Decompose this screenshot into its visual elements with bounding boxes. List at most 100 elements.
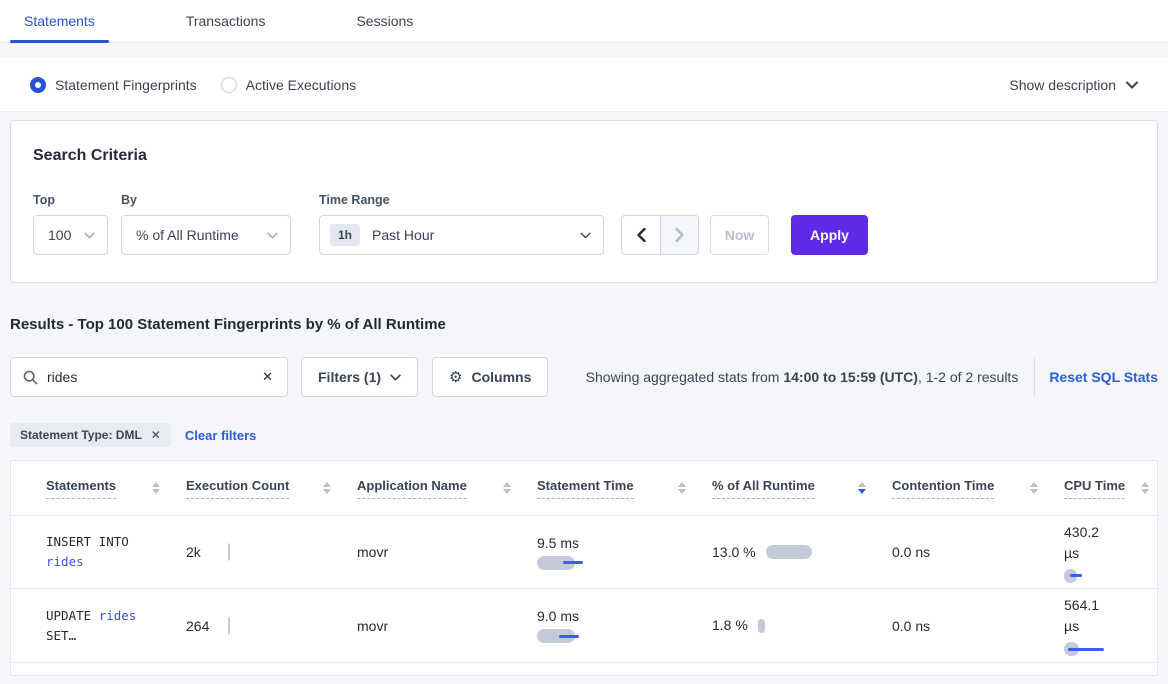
header-application-name-label[interactable]: Application Name [357,478,467,499]
show-description-toggle[interactable]: Show description [1009,77,1138,93]
cpu-time-bar [1064,568,1157,583]
statement-time-cell: 9.0 ms [537,608,712,643]
clear-search-icon[interactable]: ✕ [262,369,273,384]
time-range-select[interactable]: 1h Past Hour [319,215,604,255]
time-range-label: Time Range [319,193,390,207]
sort-execution-count[interactable] [315,482,331,494]
results-heading: Results - Top 100 Statement Fingerprints… [10,316,446,333]
chevron-down-icon [390,373,401,381]
statement-time-bar [537,555,712,570]
filters-button[interactable]: Filters (1) [301,357,419,397]
top-field: Top 100 [33,193,108,255]
header-application-name: Application Name [357,478,537,499]
header-execution-count: Execution Count [186,478,357,499]
statements-table: Statements Execution Count Application N… [10,460,1158,676]
top-select-value: 100 [48,227,72,243]
header-cpu-time: CPU Time [1064,478,1157,499]
pct-runtime-cell: 1.8 % [712,615,892,636]
gear-icon: ⚙ [449,369,463,386]
execution-count-bar [228,543,230,561]
search-icon [23,370,38,384]
time-range-field: Time Range 1h Past Hour [319,193,604,255]
time-range-value: Past Hour [372,227,435,243]
time-step-buttons [621,215,699,255]
statement-link[interactable]: rides [98,607,137,623]
top-label: Top [33,193,55,207]
header-pct-runtime: % of All Runtime [712,478,892,499]
application-name-cell: movr [357,617,389,634]
statement-text: SET… [46,627,77,643]
execution-count-cell: 2k [186,543,357,561]
by-select-value: % of All Runtime [136,227,239,243]
chevron-down-icon [84,231,95,239]
header-cpu-time-label[interactable]: CPU Time [1064,478,1126,499]
sort-statement-time[interactable] [670,482,686,494]
cpu-time-cell: 564.1 µs [1064,595,1157,656]
tab-sessions[interactable]: Sessions [356,13,414,29]
previous-time-button[interactable] [622,216,660,254]
sort-pct-runtime-active[interactable] [850,482,866,494]
showing-prefix: Showing aggregated stats from [585,369,784,385]
header-contention-time-label[interactable]: Contention Time [892,478,995,499]
search-input[interactable] [47,369,261,385]
radio-active-executions[interactable]: Active Executions [220,76,357,93]
table-header-row: Statements Execution Count Application N… [11,461,1157,516]
radio-selected-icon[interactable] [30,76,46,93]
remove-filter-icon[interactable]: ✕ [150,428,161,442]
statement-time-cell: 9.5 ms [537,535,712,570]
columns-button[interactable]: ⚙ Columns [432,357,549,397]
filter-chip-statement-type[interactable]: Statement Type: DML ✕ [10,423,171,447]
pct-runtime-value: 1.8 % [712,617,748,633]
statement-cell: INSERT INTO rides [46,532,186,572]
header-contention-time: Contention Time [892,478,1064,499]
cpu-time-cell: 430.2 µs [1064,522,1157,583]
clear-filters-link[interactable]: Clear filters [184,427,257,443]
search-box[interactable]: ✕ [10,357,288,397]
top-tab-bar: Statements Transactions Sessions [0,0,1168,43]
statement-time-value: 9.5 ms [537,534,580,551]
statement-time-bar [537,629,712,643]
table-row: UPDATE rides SET… 264 movr 9.0 ms 1.8 % … [11,589,1157,663]
showing-time-range: 14:00 to 15:59 (UTC) [783,369,918,385]
chevron-down-icon [1126,81,1138,88]
tab-statements[interactable]: Statements [10,1,109,43]
radio-unselected-icon[interactable] [220,76,237,93]
tab-transactions[interactable]: Transactions [185,13,266,29]
showing-stats-text: Showing aggregated stats from 14:00 to 1… [586,369,1019,385]
by-select[interactable]: % of All Runtime [121,215,291,255]
reset-sql-stats-link[interactable]: Reset SQL Stats [1049,369,1158,385]
apply-button[interactable]: Apply [791,215,868,255]
columns-button-label: Columns [471,369,532,385]
pct-runtime-value: 13.0 % [712,543,756,560]
radio-active-executions-label: Active Executions [245,76,357,93]
chevron-right-icon [675,228,684,242]
view-radio-group: Statement Fingerprints Active Executions [30,76,357,93]
cpu-time-value: 430.2 µs [1064,523,1100,561]
header-execution-count-label[interactable]: Execution Count [186,478,290,499]
search-criteria-title: Search Criteria [33,147,147,164]
filter-chip-label: Statement Type: DML [20,428,142,442]
execution-count-value: 264 [186,617,210,634]
execution-count-value: 2k [186,544,201,560]
top-select[interactable]: 100 [33,215,108,255]
contention-time-cell: 0.0 ns [892,544,931,560]
statement-text: UPDATE [46,607,99,623]
radio-statement-fingerprints[interactable]: Statement Fingerprints [30,76,197,93]
sort-contention-time[interactable] [1022,482,1038,494]
sort-statements[interactable] [144,482,160,494]
sort-cpu-time[interactable] [1133,482,1149,494]
sort-application-name[interactable] [495,482,511,494]
execution-count-bar [228,617,230,634]
header-statements-label[interactable]: Statements [46,478,117,499]
header-pct-runtime-label[interactable]: % of All Runtime [712,478,815,499]
application-name-cell: movr [357,544,389,560]
contention-time-cell: 0.0 ns [892,617,931,634]
show-description-label: Show description [1009,76,1116,93]
showing-suffix: , 1-2 of 2 results [917,369,1019,385]
now-button[interactable]: Now [710,215,769,255]
cpu-time-bar [1064,642,1157,656]
statement-link[interactable]: rides [46,554,84,569]
next-time-button[interactable] [660,216,698,254]
header-statement-time-label[interactable]: Statement Time [537,478,634,499]
